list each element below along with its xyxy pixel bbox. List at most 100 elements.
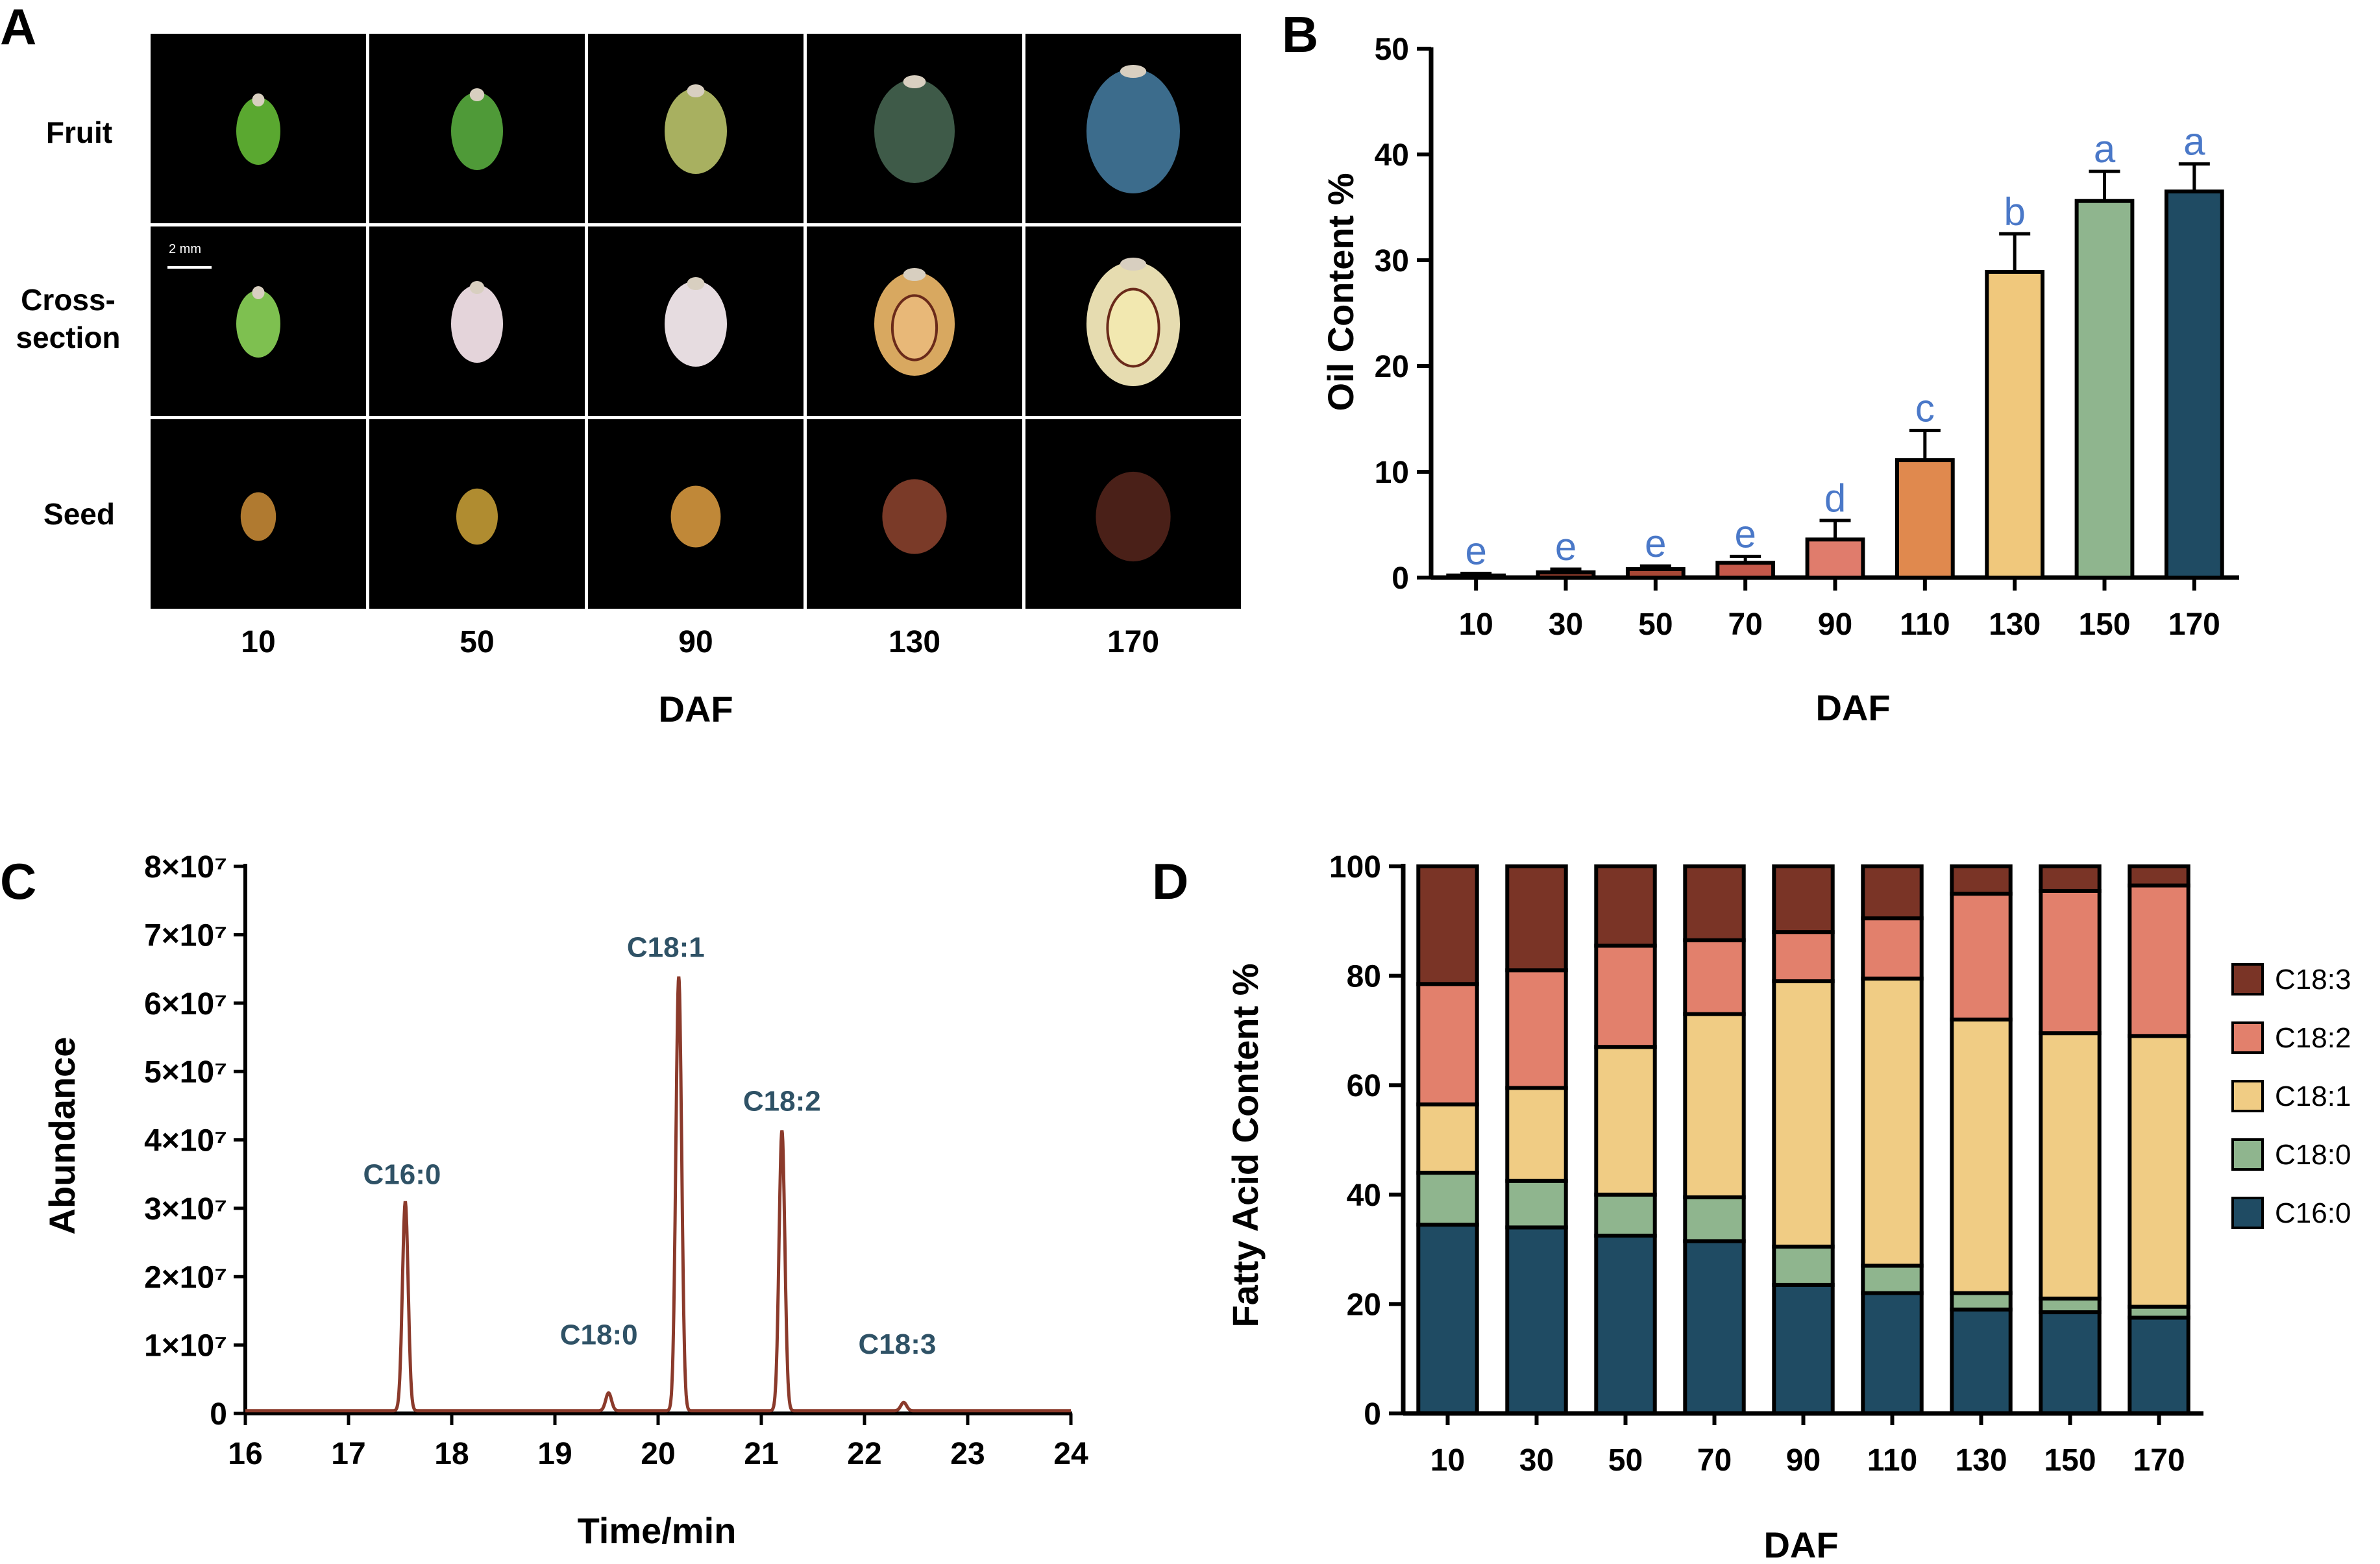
chart-c-y-tick-label: 7×10⁷ [144, 918, 227, 953]
chart-d-legend: C18:3 C18:2 C18:1 C18:0 C16:0 [2231, 963, 2351, 1229]
chart-d-segment-90-C18-1 [1772, 979, 1835, 1249]
chart-d-x-tick-label-30: 30 [1519, 1443, 1554, 1478]
cross-section-kernel-130 [890, 294, 939, 361]
panel-b: B 0 10 20 30 40 50 e 10 e 30 e 50 e 70 d 90 c 110 b 130 a 150… [1282, 6, 2239, 728]
chart-d-segment-70-C18-3 [1683, 864, 1746, 942]
chart-d-segment-50-C18-2 [1594, 944, 1657, 1049]
chart-d-segment-130-C16-0 [1950, 1307, 2013, 1415]
chart-d-segment-90-C16-0 [1772, 1282, 1835, 1416]
fruit-specimen-50 [451, 92, 503, 170]
chart-b-bar-170 [2164, 189, 2224, 580]
chart-b-significance-90: d [1824, 476, 1846, 520]
chart-b-x-tick-label-170: 170 [2168, 607, 2220, 642]
chart-d-legend-swatch-C18-3 [2231, 963, 2264, 996]
chart-d-x-tick-label-90: 90 [1786, 1443, 1821, 1478]
seed-specimen-130 [882, 479, 947, 554]
row-label-cross-section: Cross-section [16, 283, 120, 354]
chart-b-bar-10 [1446, 573, 1506, 580]
chart-b-bar-70 [1715, 561, 1776, 580]
chart-d-segment-90-C18-2 [1772, 930, 1835, 984]
chart-d-y-axis-title: Fatty Acid Content % [1225, 963, 1266, 1327]
chart-d-segment-170-C16-0 [2128, 1315, 2190, 1415]
fruit-specimen-130 [874, 79, 955, 183]
chart-b-y-tick-label: 50 [1375, 32, 1409, 67]
chart-d-x-tick-label-10: 10 [1430, 1443, 1465, 1478]
chart-d-segment-150-C18-3 [2039, 864, 2102, 893]
seed-specimen-10 [240, 492, 276, 541]
panel-letter-b: B [1282, 6, 1318, 63]
chart-b-bar-150 [2074, 199, 2135, 580]
cross-section-calyx-130 [903, 268, 926, 281]
chart-c-x-tick-label: 22 [847, 1437, 881, 1471]
chart-b-y-tick-label: 0 [1392, 561, 1409, 596]
seed-specimen-90 [670, 485, 721, 548]
chart-b-x-tick-label-90: 90 [1818, 607, 1852, 642]
chart-d-legend-swatch-C18-2 [2231, 1021, 2264, 1054]
chart-b-y-tick-label: 20 [1375, 350, 1409, 384]
chart-c-y-tick-label: 3×10⁷ [144, 1192, 227, 1227]
chart-b-x-tick-label-110: 110 [1900, 607, 1950, 642]
panel-letter-d: D [1152, 853, 1188, 910]
chart-b-bar-50 [1625, 567, 1686, 580]
chart-c-peak-label-C18-2: C18:2 [743, 1086, 821, 1118]
chart-c-x-tick-label: 24 [1053, 1437, 1088, 1471]
seed-specimen-170 [1096, 471, 1171, 562]
fruit-calyx-170 [1120, 65, 1147, 78]
chart-d-x-tick-label-70: 70 [1697, 1443, 1732, 1478]
chart-c-y-tick-label: 6×10⁷ [144, 987, 227, 1021]
chart-c-x-tick-label: 18 [434, 1437, 469, 1471]
chart-d-segment-130-C18-2 [1950, 892, 2013, 1022]
chart-c-peak-label-C18-3: C18:3 [858, 1328, 936, 1360]
chart-b-significance-30: e [1555, 525, 1576, 568]
chart-c-peak-label-C16-0: C16:0 [363, 1158, 441, 1190]
cross-section-calyx-10 [252, 286, 265, 299]
panel-a-column-label-170: 170 [1107, 625, 1159, 659]
chart-d-segment-10-C18-1 [1416, 1102, 1479, 1175]
chart-c-x-tick-label: 16 [228, 1437, 262, 1471]
chart-c-signal-line [245, 976, 1071, 1413]
chart-c-x-tick-label: 20 [641, 1437, 675, 1471]
chart-d-segment-110-C18-1 [1861, 976, 1924, 1268]
chart-d-x-tick-label-130: 130 [1955, 1443, 2007, 1478]
chart-d-segment-70-C18-1 [1683, 1012, 1746, 1200]
chart-d-legend-label-C18-1: C18:1 [2275, 1081, 2351, 1112]
cross-section-specimen-50 [451, 285, 503, 363]
chart-d-y-tick-label: 0 [1364, 1397, 1381, 1432]
chart-b-significance-130: b [2004, 189, 2025, 233]
chart-c-y-tick-label: 2×10⁷ [144, 1260, 227, 1295]
panel-a-column-label-50: 50 [460, 625, 494, 659]
cross-section-calyx-170 [1120, 258, 1147, 271]
chart-d-y-tick-label: 40 [1347, 1179, 1381, 1213]
chart-d-segment-150-C18-0 [2039, 1296, 2102, 1315]
panel-d: D 10 30 50 70 90 110 130 150 170 0 20 40 60 80 100 Fat… [1152, 850, 2351, 1564]
chart-d-x-axis-title: DAF [1763, 1524, 1838, 1564]
chart-d-segment-50-C18-1 [1594, 1045, 1657, 1197]
chart-b-significance-150: a [2094, 127, 2116, 171]
row-label-fruit: Fruit [46, 116, 112, 149]
chart-d-segment-10-C18-2 [1416, 982, 1479, 1106]
chart-c-plot: 0 1×10⁷ 2×10⁷ 3×10⁷ 4×10⁷ 5×10⁷ 6×10⁷ 7×10⁷ 8×10… [144, 850, 1088, 1471]
chart-c-y-tick-label: 8×10⁷ [144, 850, 227, 885]
chart-b-x-axis-title: DAF [1815, 687, 1890, 728]
chart-b-x-tick-label-10: 10 [1458, 607, 1493, 642]
panel-a-column-labels: 10 50 90 130 170 [241, 625, 1159, 659]
fruit-calyx-130 [903, 75, 926, 88]
chart-d-segment-170-C18-1 [2128, 1034, 2190, 1309]
chart-b-bar-30 [1536, 570, 1596, 580]
panel-a: A Fruit Cross-section Seed 2 mm 10 50 90 13… [0, 0, 1242, 729]
chart-c-y-tick-label: 1×10⁷ [144, 1329, 227, 1363]
chart-d-segment-90-C18-0 [1772, 1244, 1835, 1287]
chart-d-segment-170-C18-2 [2128, 883, 2190, 1038]
chart-d-segment-110-C16-0 [1861, 1291, 1924, 1416]
chart-b-y-tick-label: 40 [1375, 138, 1409, 173]
chart-d-segment-50-C18-0 [1594, 1192, 1657, 1238]
chart-c-y-tick-label: 0 [210, 1397, 227, 1432]
fruit-calyx-90 [687, 84, 705, 97]
cross-section-calyx-50 [469, 281, 485, 294]
fruit-specimen-90 [665, 88, 727, 174]
chart-b-plot: 0 10 20 30 40 50 e 10 e 30 e 50 e 70 d 90 c 110 b 130 a 150 a 1… [1375, 32, 2239, 642]
chart-c-peak-label-C18-0: C18:0 [560, 1319, 638, 1350]
chart-c-x-tick-label: 21 [744, 1437, 778, 1471]
chart-b-x-tick-label-30: 30 [1549, 607, 1583, 642]
